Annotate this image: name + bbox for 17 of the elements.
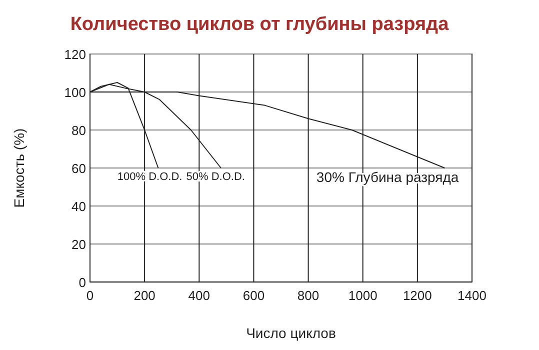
x-tick-label: 1000 [348,288,378,303]
y-axis-title: Емкость (%) [11,128,27,208]
y-tick-label: 40 [72,199,86,214]
x-tick-label: 600 [242,288,265,303]
x-tick-label: 400 [188,288,210,303]
y-tick-label: 100 [64,85,86,100]
x-tick-label: 1400 [458,288,486,303]
y-tick-label: 80 [72,123,86,138]
chart-title: Количество циклов от глубины разряда [70,14,450,35]
x-tick-label: 800 [297,288,320,303]
y-tick-label: 0 [78,275,86,290]
x-axis-title: Число циклов [246,325,336,341]
x-tick-label: 200 [134,288,156,303]
x-tick-label: 1200 [402,288,432,303]
y-tick-label: 20 [72,237,86,252]
y-tick-label: 60 [72,161,86,176]
y-tick-label: 120 [64,47,86,62]
